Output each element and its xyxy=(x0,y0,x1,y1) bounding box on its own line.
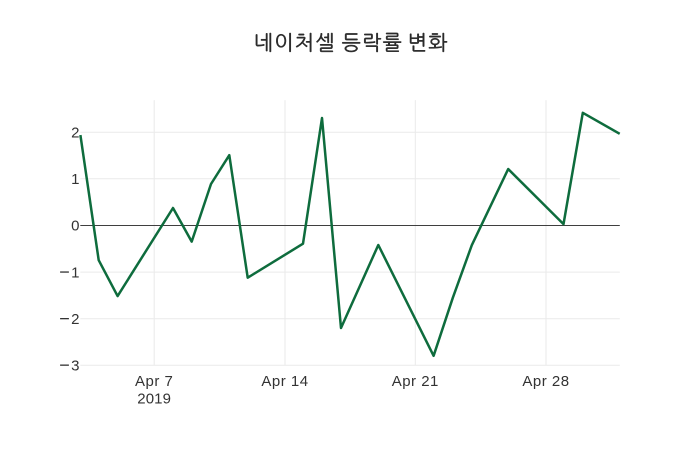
svg-text:1: 1 xyxy=(71,264,79,281)
svg-text:Apr 28: Apr 28 xyxy=(522,373,569,390)
svg-text:3: 3 xyxy=(71,357,79,374)
svg-text:2: 2 xyxy=(71,124,79,141)
svg-text:Apr 21: Apr 21 xyxy=(392,373,439,390)
svg-text:Apr 14: Apr 14 xyxy=(261,373,308,390)
svg-text:1: 1 xyxy=(71,171,79,188)
svg-text:Apr 7: Apr 7 xyxy=(135,373,173,390)
svg-text:0: 0 xyxy=(71,218,79,235)
svg-text:2: 2 xyxy=(71,311,79,328)
svg-text:2019: 2019 xyxy=(137,390,171,407)
